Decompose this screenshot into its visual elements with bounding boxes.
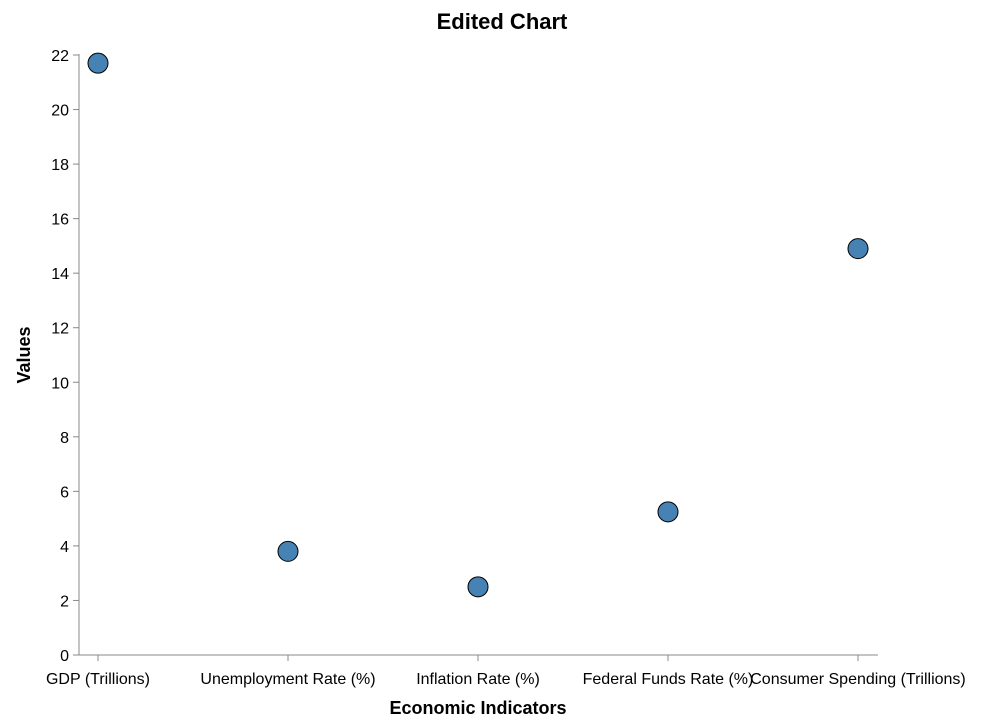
y-tick-label: 12: [51, 321, 69, 338]
y-axis-title: Values: [14, 326, 34, 383]
y-tick-label: 16: [51, 212, 69, 229]
data-point[interactable]: [277, 540, 299, 562]
x-tick-label: Unemployment Rate (%): [200, 671, 375, 688]
y-tick-label: 8: [60, 430, 69, 447]
y-tick-label: 14: [51, 266, 69, 283]
x-tick-label: Federal Funds Rate (%): [583, 671, 754, 688]
y-tick-label: 20: [51, 103, 69, 120]
y-tick-label: 2: [60, 593, 69, 610]
y-tick-label: 22: [51, 48, 69, 65]
x-tick-label: GDP (Trillions): [46, 671, 150, 688]
data-point[interactable]: [87, 52, 109, 74]
y-tick-label: 10: [51, 375, 69, 392]
data-point[interactable]: [847, 238, 869, 260]
x-tick-label: Consumer Spending (Trillions): [750, 671, 966, 688]
data-points: [87, 52, 869, 598]
y-tick-label: 18: [51, 157, 69, 174]
data-point[interactable]: [467, 576, 489, 598]
x-tick-label: Inflation Rate (%): [416, 671, 540, 688]
y-axis: 0 2 4 6 8 10 12 14 16 18 20 22: [51, 48, 80, 665]
y-tick-label: 0: [60, 648, 69, 665]
x-axis: GDP (Trillions) Unemployment Rate (%) Infl…: [46, 654, 966, 688]
y-tick-label: 4: [60, 539, 69, 556]
chart-title: Edited Chart: [437, 9, 568, 34]
x-axis-title: Economic Indicators: [389, 698, 566, 718]
data-point[interactable]: [657, 501, 679, 523]
y-tick-label: 6: [60, 484, 69, 501]
